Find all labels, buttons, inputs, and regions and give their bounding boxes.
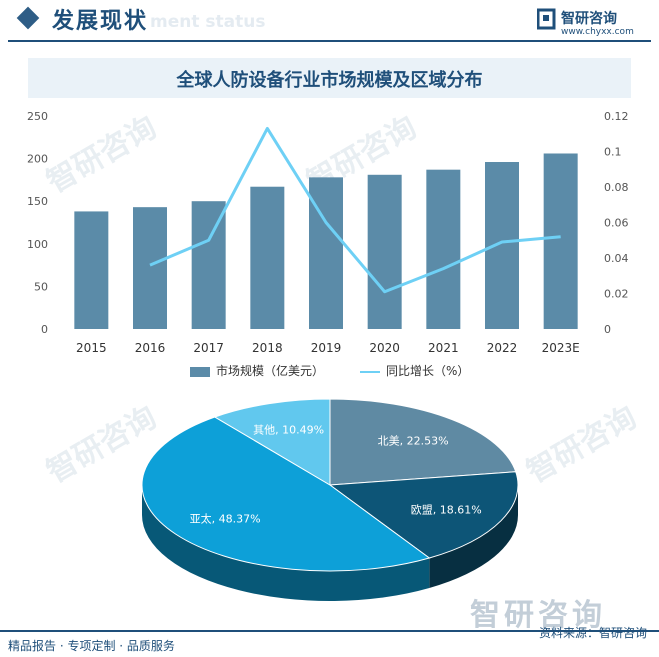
growth-line	[149, 126, 561, 294]
legend-item-market-size: 市场规模（亿美元）	[190, 362, 324, 379]
section-header: ment status 发展现状 智研咨询 www.chyxx.com	[0, 0, 659, 46]
y-right-tick-label: 0.06	[604, 217, 629, 230]
y-right-tick-label: 0.04	[604, 252, 629, 265]
legend-label: 同比增长（%）	[386, 364, 470, 378]
y-right-tick-label: 0	[604, 323, 611, 336]
chart-title-box: 全球人防设备行业市场规模及区域分布	[28, 58, 631, 98]
bar	[74, 211, 109, 329]
logo-icon	[537, 8, 556, 30]
bar	[191, 201, 226, 329]
y-right-tick-label: 0.1	[604, 146, 622, 159]
bar	[485, 162, 519, 329]
brand-name: 智研咨询	[561, 11, 617, 27]
brand-logo: 智研咨询 www.chyxx.com	[537, 8, 647, 40]
x-tick-label: 2015	[76, 341, 107, 355]
pie-slice-side	[429, 485, 518, 589]
pie-slice	[141, 416, 431, 572]
footer: 精品报告 · 专项定制 · 品质服务 资料来源：智研咨询	[0, 626, 659, 657]
bar	[250, 186, 285, 329]
y-left-tick-label: 50	[34, 280, 48, 293]
x-tick-label: 2019	[311, 341, 342, 355]
bar-line-chart: 0 50 100 150 200 250 0 0.02 0.04 0.06 0.08 0.1 0.12 2…	[27, 110, 629, 355]
footer-rule	[0, 630, 659, 632]
pie-slice-side	[142, 485, 430, 601]
chart-title: 全球人防设备行业市场规模及区域分布	[176, 70, 483, 91]
y-left-tick-label: 200	[27, 153, 48, 166]
pie-slice-label: 欧盟, 18.61%	[411, 503, 482, 516]
x-tick-label: 2023E	[542, 341, 580, 355]
section-title: 发展现状	[52, 9, 149, 34]
bar	[543, 153, 578, 329]
pie-slice	[213, 398, 331, 486]
x-tick-label: 2018	[252, 341, 283, 355]
legend-label: 市场规模（亿美元）	[216, 364, 325, 378]
legend-item-growth: 同比增长（%）	[360, 362, 469, 379]
chart-legend: 市场规模（亿美元） 同比增长（%）	[0, 358, 659, 382]
bar	[133, 207, 167, 329]
x-tick-label: 2022	[487, 341, 518, 355]
y-left-tick-label: 0	[41, 323, 48, 336]
y-right-tick-label: 0.02	[604, 288, 629, 301]
pie-slice	[328, 471, 519, 559]
pie-chart: 北美, 22.53% 欧盟, 18.61% 亚太, 48.37% 其他, 10.49%	[141, 398, 519, 601]
x-tick-label: 2016	[135, 341, 166, 355]
y-right-tick-label: 0.12	[604, 110, 629, 123]
footer-source: 资料来源：智研咨询	[538, 626, 647, 640]
legend-swatch-bar	[190, 366, 210, 377]
pie-slice-label: 亚太, 48.37%	[190, 512, 261, 525]
diamond-icon	[16, 6, 40, 30]
bar	[367, 174, 402, 329]
x-tick-label: 2021	[428, 341, 459, 355]
y-left-tick-label: 250	[27, 110, 48, 123]
header-rule	[8, 40, 651, 42]
footer-slogan: 精品报告 · 专项定制 · 品质服务	[8, 639, 175, 653]
brand-url: www.chyxx.com	[561, 27, 634, 37]
x-tick-label: 2017	[193, 341, 224, 355]
header-ghost-text: ment status	[150, 12, 266, 32]
y-left-tick-label: 150	[27, 195, 48, 208]
y-right-tick-label: 0.08	[604, 181, 629, 194]
watermark-large: 智研咨询	[470, 598, 606, 633]
bar	[309, 177, 343, 329]
pie-slice	[329, 398, 517, 486]
pie-slice-label: 其他, 10.49%	[253, 424, 324, 437]
legend-swatch-line	[360, 370, 380, 373]
bar	[426, 169, 461, 329]
pie-slice-label: 北美, 22.53%	[378, 435, 449, 448]
y-left-tick-label: 100	[27, 238, 48, 251]
x-tick-label: 2020	[369, 341, 400, 355]
